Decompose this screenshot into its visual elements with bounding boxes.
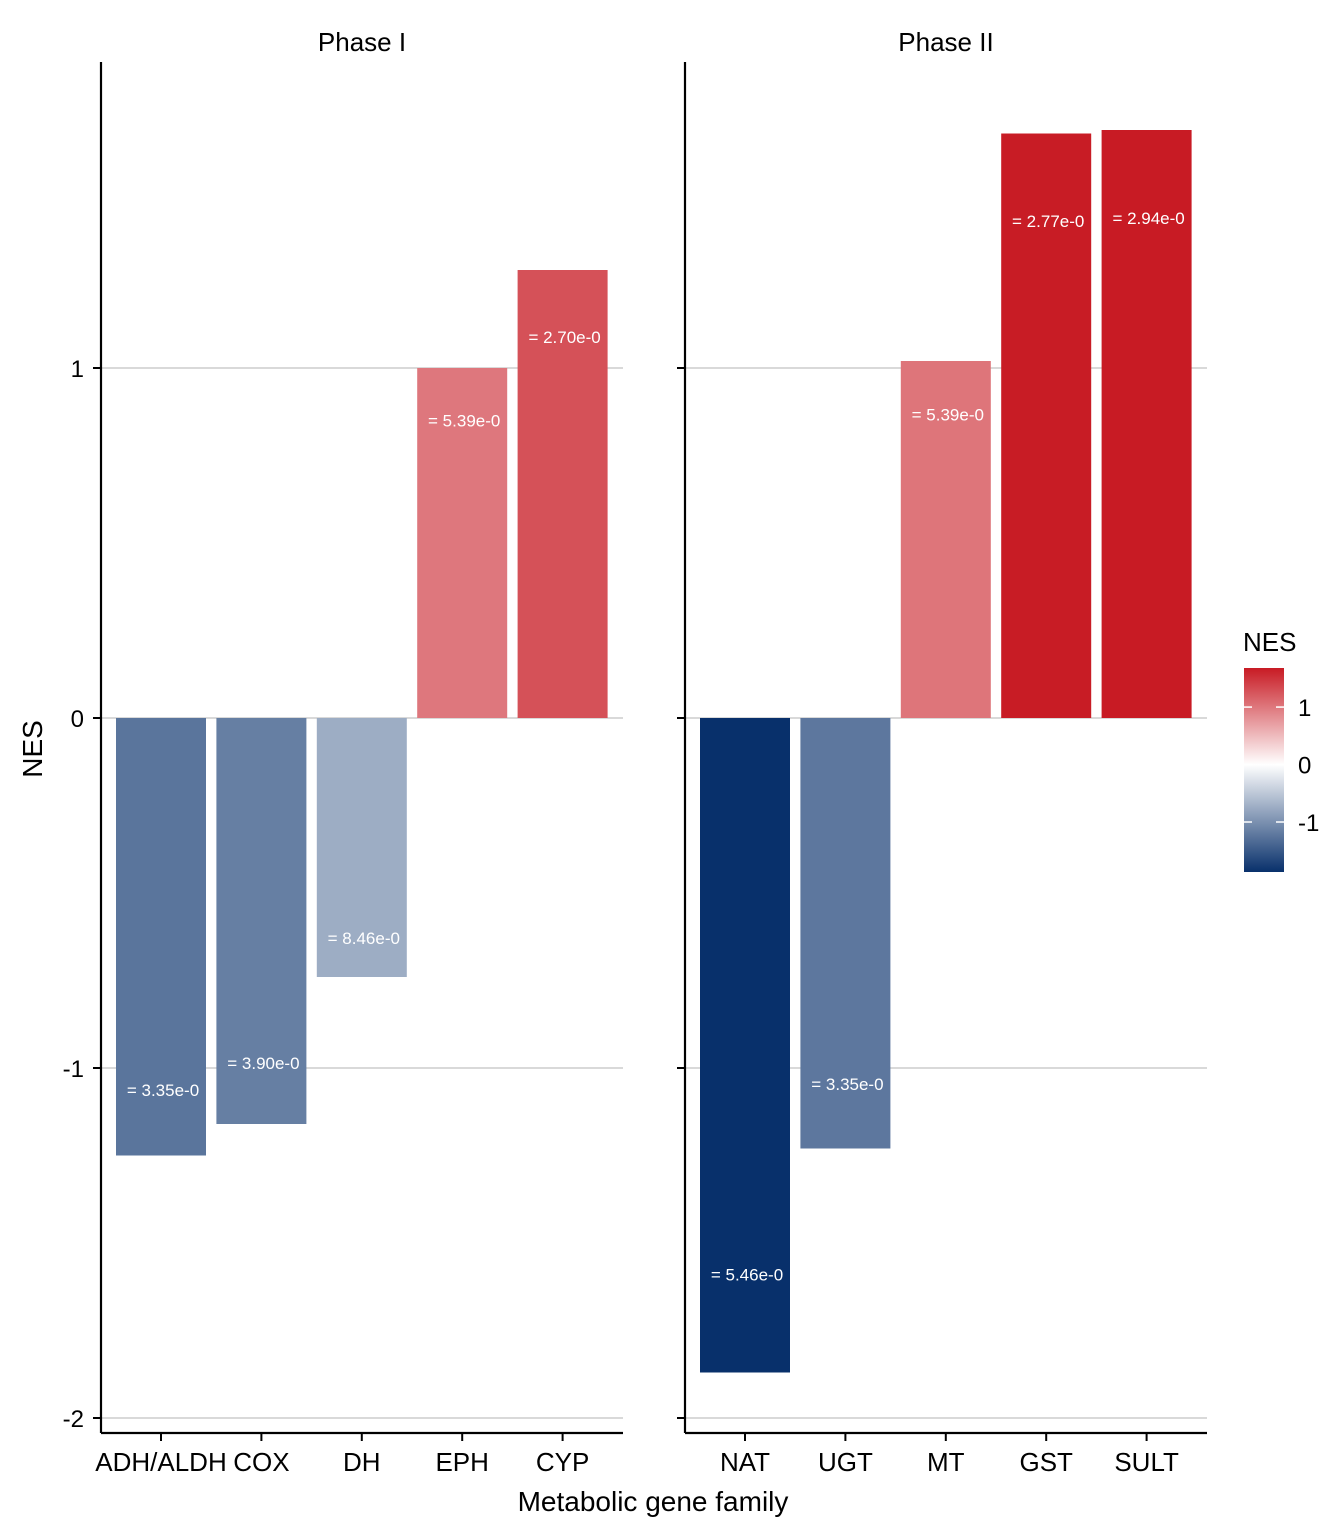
bar-adh-aldh: [116, 718, 206, 1156]
bar-label: = 3.90e-0: [227, 1054, 299, 1073]
y-tick-label: 0: [71, 706, 84, 733]
bar-label: = 5.46e-0: [711, 1265, 783, 1284]
x-tick-label: CYP: [536, 1447, 589, 1477]
y-tick-label: 1: [71, 356, 84, 383]
bar-label: = 8.46e-0: [328, 929, 400, 948]
bar-eph: [417, 368, 508, 718]
x-tick-label: SULT: [1114, 1447, 1179, 1477]
bar-label: = 5.39e-0: [428, 412, 500, 431]
color-legend: NES 1 0 -1: [1243, 627, 1319, 872]
x-axis-title: Metabolic gene family: [518, 1486, 789, 1517]
bar-sult: [1101, 130, 1192, 718]
x-tick-label: EPH: [435, 1447, 488, 1477]
panel-2: Phase II = 5.46e-0 = 3.35e-0 = 5.39e-0 = 2.7…: [677, 27, 1207, 1477]
x-tick-label: MT: [927, 1447, 965, 1477]
facet-title: Phase I: [318, 27, 406, 57]
legend-tick-label: 0: [1298, 753, 1311, 780]
bar-label: = 2.94e-0: [1112, 209, 1184, 228]
bar-label: = 2.77e-0: [1012, 212, 1084, 231]
bar-dh: [316, 718, 407, 977]
bar-nat: [700, 718, 790, 1373]
bar-cox: [216, 718, 307, 1124]
legend-title: NES: [1243, 627, 1296, 657]
facet-title: Phase II: [898, 27, 993, 57]
y-axis-title: NES: [17, 720, 48, 778]
x-tick-label: NAT: [720, 1447, 770, 1477]
bar-mt: [900, 361, 991, 718]
x-tick-label: ADH/ALDH: [95, 1447, 226, 1477]
x-tick-label: UGT: [818, 1447, 873, 1477]
x-tick-label: DH: [343, 1447, 381, 1477]
y-tick-label: -1: [63, 1056, 84, 1083]
bar-cyp: [517, 270, 608, 718]
legend-colorbar: [1244, 668, 1284, 872]
bar-label: = 3.35e-0: [811, 1075, 883, 1094]
legend-tick-label: 1: [1298, 695, 1311, 722]
bar-ugt: [800, 718, 891, 1149]
legend-tick-label: -1: [1298, 810, 1319, 837]
panel-1: Phase I = 3.35e-0 = 3.90e-0 = 8.46e-0 = 5.39…: [63, 27, 623, 1477]
bar-label: = 5.39e-0: [912, 406, 984, 425]
bar-label: = 3.35e-0: [127, 1081, 199, 1100]
facet-panels: Phase I = 3.35e-0 = 3.90e-0 = 8.46e-0 = 5.39…: [63, 27, 1207, 1477]
y-tick-label: -2: [63, 1406, 84, 1433]
x-tick-label: GST: [1019, 1447, 1073, 1477]
x-tick-label: COX: [233, 1447, 289, 1477]
bar-gst: [1001, 133, 1092, 718]
bar-label: = 2.70e-0: [528, 328, 600, 347]
